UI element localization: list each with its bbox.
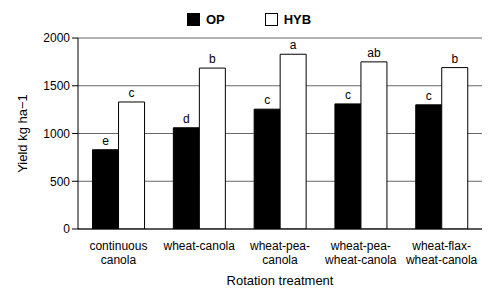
svg-text:c: c xyxy=(345,88,351,102)
svg-text:Yield kg ha−1: Yield kg ha−1 xyxy=(15,94,30,173)
svg-text:Rotation treatment: Rotation treatment xyxy=(227,273,334,288)
svg-text:e: e xyxy=(102,134,109,148)
html-text:HYB: HYB xyxy=(283,12,312,27)
svg-text:c: c xyxy=(264,93,270,107)
svg-text:wheat-flax-wheat-canola: wheat-flax-wheat-canola xyxy=(405,239,478,267)
svg-text:ab: ab xyxy=(367,46,381,60)
svg-text:c: c xyxy=(129,86,135,100)
svg-text:1000: 1000 xyxy=(43,127,70,141)
svg-text:1500: 1500 xyxy=(43,79,70,93)
svg-text:wheat-canola: wheat-canola xyxy=(163,239,236,253)
svg-text:0: 0 xyxy=(63,222,70,236)
svg-text:wheat-pea-wheat-canola: wheat-pea-wheat-canola xyxy=(324,239,397,267)
svg-text:b: b xyxy=(451,52,458,66)
svg-text:c: c xyxy=(426,89,432,103)
svg-text:continuouscanola: continuouscanola xyxy=(89,239,147,267)
svg-text:wheat-pea-canola: wheat-pea-canola xyxy=(249,239,310,267)
svg-text:a: a xyxy=(290,38,297,52)
html-text:OP: OP xyxy=(205,12,225,27)
svg-text:2000: 2000 xyxy=(43,31,70,45)
svg-text:b: b xyxy=(209,52,216,66)
svg-text:d: d xyxy=(183,112,190,126)
svg-text:500: 500 xyxy=(50,175,70,189)
